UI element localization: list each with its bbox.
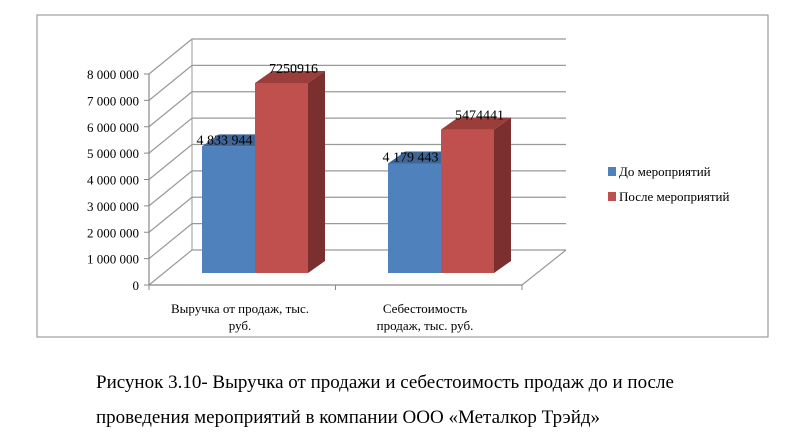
- bar-side: [494, 117, 511, 273]
- y-tick-label: 8 000 000: [87, 67, 139, 82]
- bar-top: [202, 134, 272, 147]
- x-category-label: Себестоимость: [383, 301, 467, 316]
- bar-side: [308, 71, 325, 273]
- x-category-label: Выручка от продаж, тыс.: [171, 301, 309, 316]
- side-gridline: [148, 196, 193, 233]
- data-label: 4 833 944: [197, 133, 253, 148]
- y-tick-label: 5 000 000: [87, 146, 139, 161]
- y-tick-label: 2 000 000: [87, 225, 139, 240]
- y-tick-label: 6 000 000: [87, 120, 139, 135]
- bar-top: [255, 71, 325, 83]
- side-gridline: [148, 91, 193, 128]
- floor-edge: [521, 249, 567, 286]
- side-gridline: [148, 144, 193, 180]
- figure-caption-line-1: Рисунок 3.10- Выручка от продажи и себес…: [96, 372, 674, 393]
- legend-swatch: [608, 192, 616, 201]
- data-label: 4 179 443: [383, 150, 439, 165]
- data-label: 7250916: [269, 62, 318, 77]
- bar: [255, 83, 308, 273]
- bar-top: [441, 117, 511, 130]
- side-gridline: [148, 117, 193, 154]
- bar: [202, 146, 255, 273]
- figure-caption-line-2: проведения мероприятий в компании ООО «М…: [96, 407, 601, 428]
- side-gridline: [148, 170, 193, 207]
- y-tick-label: 0: [133, 278, 140, 293]
- bar: [388, 163, 441, 273]
- y-tick-label: 4 000 000: [87, 173, 139, 188]
- side-gridline: [148, 249, 193, 286]
- bar-top: [388, 151, 458, 164]
- y-tick-label: 7 000 000: [87, 93, 139, 108]
- x-category-label: руб.: [229, 318, 252, 333]
- bar-chart: 0 1 000 000 2 000 000 3 000 000 4 000 000 5 0…: [36, 14, 769, 338]
- legend-swatch: [608, 167, 616, 176]
- side-gridline: [148, 38, 193, 75]
- bar: [441, 129, 494, 273]
- data-label: 5474441: [455, 109, 504, 124]
- x-category-label: продаж, тыс. руб.: [377, 318, 474, 333]
- y-tick-label: 1 000 000: [87, 252, 139, 267]
- y-tick-label: 3 000 000: [87, 199, 139, 214]
- legend-label: После мероприятий: [619, 189, 730, 204]
- side-gridline: [148, 223, 193, 260]
- side-gridline: [148, 64, 193, 101]
- legend-label: До мероприятий: [619, 164, 711, 179]
